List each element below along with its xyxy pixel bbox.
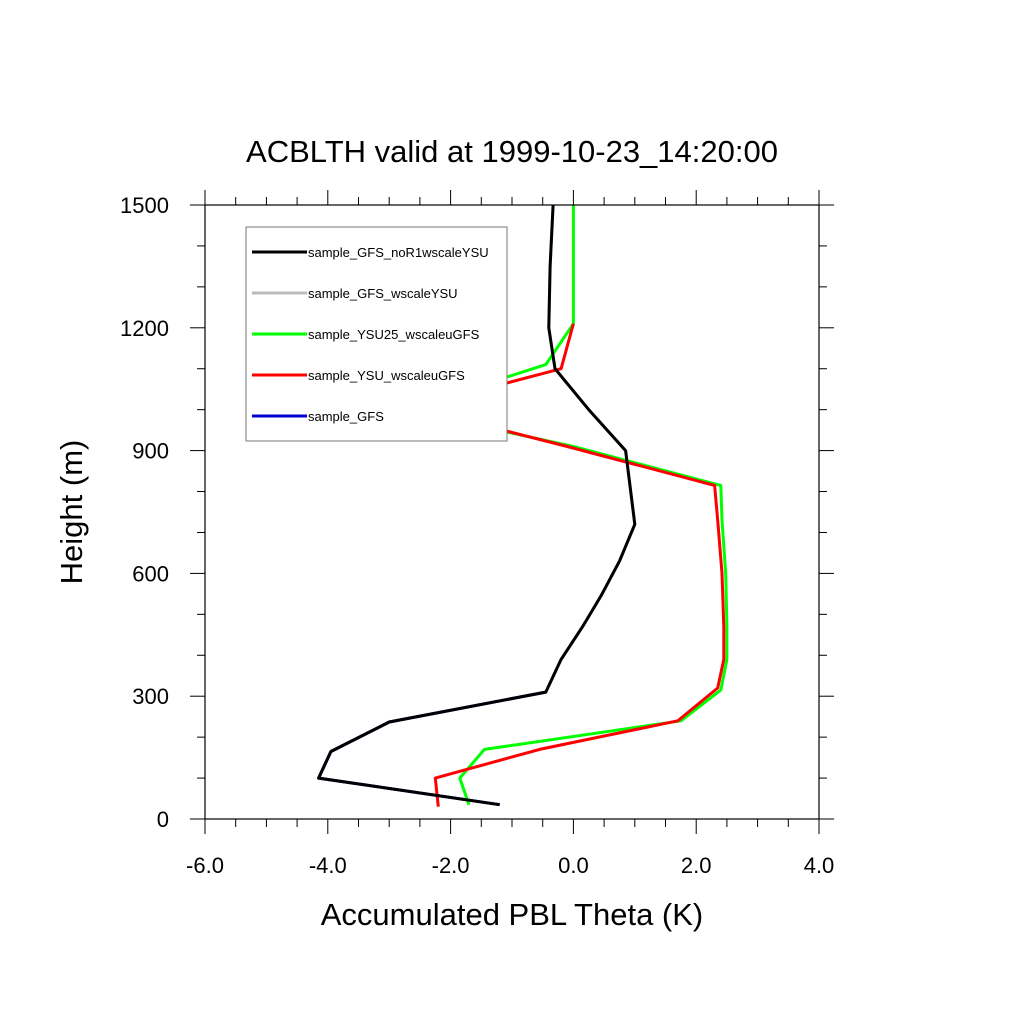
x-tick-label: -6.0 — [186, 853, 224, 878]
series-line-sample_GFS — [317, 690, 547, 807]
y-tick-label: 0 — [157, 807, 169, 832]
chart-title: ACBLTH valid at 1999-10-23_14:20:00 — [246, 134, 778, 169]
legend: sample_GFS_noR1wscaleYSU sample_GFS_wscal… — [245, 226, 508, 442]
x-axis-label: Accumulated PBL Theta (K) — [321, 897, 704, 932]
series-line-sample_YSU25_wscaleuGFS — [403, 205, 729, 806]
x-tick-label: -4.0 — [309, 853, 347, 878]
y-axis-label: Height (m) — [54, 440, 89, 585]
axis-ticks — [190, 190, 834, 834]
legend-label: sample_YSU_wscaleuGFS — [308, 368, 465, 383]
series-line-sample_GFS_noR1wscaleYSU — [317, 204, 637, 807]
y-tick-label: 300 — [132, 684, 169, 709]
x-tick-label: 0.0 — [558, 853, 589, 878]
y-tick-label: 1200 — [120, 316, 169, 341]
x-tick-label: -2.0 — [432, 853, 470, 878]
x-tick-label: 2.0 — [681, 853, 712, 878]
legend-label: sample_YSU25_wscaleuGFS — [308, 327, 480, 342]
plot-frame — [204, 204, 820, 820]
y-tick-label: 600 — [132, 561, 169, 586]
legend-label: sample_GFS — [308, 409, 384, 424]
y-tick-label: 1500 — [120, 193, 169, 218]
y-tick-label: 900 — [132, 439, 169, 464]
legend-label: sample_GFS_noR1wscaleYSU — [308, 245, 489, 260]
axis-tick-labels: 0 300 600 900 1200 1500 -6.0 -4.0 -2.0 0.0 2.0 4.0 — [120, 193, 834, 878]
x-tick-label: 4.0 — [804, 853, 835, 878]
legend-label: sample_GFS_wscaleYSU — [308, 286, 458, 301]
